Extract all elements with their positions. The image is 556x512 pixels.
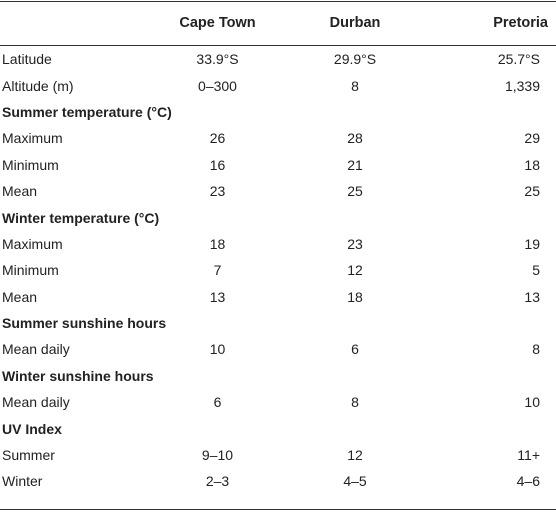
section-row: Summer temperature (°C): [0, 99, 556, 125]
table-row: Altitude (m) 0–300 8 1,339: [0, 72, 556, 98]
durban-value: 18: [347, 288, 363, 305]
cape-town-value: 26: [209, 130, 226, 147]
row-label: Mean: [2, 288, 38, 305]
pretoria-value: 29: [524, 130, 540, 147]
header-pretoria: Pretoria: [493, 15, 548, 31]
header-cape-town: Cape Town: [179, 15, 256, 31]
durban-value: 29.9°S: [333, 51, 377, 68]
bottom-rule: [0, 509, 556, 510]
pretoria-value: 11+: [517, 447, 540, 464]
row-label: Winter: [2, 473, 43, 490]
row-label: Minimum: [2, 156, 59, 173]
durban-value: 28: [347, 130, 363, 147]
durban-value: 8: [351, 394, 359, 411]
pretoria-value: 8: [532, 341, 540, 358]
table-row: Mean 23 25 25: [0, 178, 556, 204]
durban-value: 4–5: [343, 473, 367, 490]
row-label: Latitude: [2, 51, 52, 68]
durban-value: 12: [347, 447, 363, 464]
row-label: Altitude (m): [2, 77, 74, 94]
row-label: Maximum: [2, 235, 63, 252]
pretoria-value: 18: [524, 156, 540, 173]
durban-value: 21: [347, 156, 363, 173]
header-row: Cape Town Durban Pretoria: [0, 0, 556, 46]
section-heading: Summer temperature (°C): [2, 103, 172, 120]
cape-town-value: 16: [209, 156, 226, 173]
cape-town-value: 23: [209, 183, 226, 200]
table-row: Mean daily 6 8 10: [0, 389, 556, 415]
row-label: Mean: [2, 183, 38, 200]
durban-value: 6: [351, 341, 359, 358]
cape-town-value: 2–3: [205, 473, 230, 490]
table-row: Latitude 33.9°S 29.9°S 25.7°S: [0, 46, 556, 72]
cape-town-value: 9–10: [201, 447, 234, 464]
pretoria-value: 4–6: [516, 473, 540, 490]
header-durban: Durban: [329, 15, 381, 31]
row-label: Mean daily: [2, 394, 70, 411]
durban-value: 25: [347, 183, 363, 200]
cape-town-value: 6: [213, 394, 222, 411]
section-heading: Winter temperature (°C): [2, 209, 160, 226]
table-row: Mean daily 10 6 8: [0, 336, 556, 362]
cape-town-value: 0–300: [198, 77, 237, 94]
section-row: Winter sunshine hours: [0, 363, 556, 389]
table-row: Summer 9–10 12 11+: [0, 442, 556, 468]
row-label: Maximum: [2, 130, 63, 147]
pretoria-value: 25.7°S: [497, 51, 540, 68]
section-heading: Winter sunshine hours: [2, 367, 154, 384]
cape-town-value: 33.9°S: [196, 51, 239, 68]
section-row: Summer sunshine hours: [0, 310, 556, 336]
row-label: Minimum: [2, 262, 59, 279]
cape-town-value: 13: [209, 288, 226, 305]
section-heading: Summer sunshine hours: [2, 315, 167, 332]
cape-town-value: 18: [209, 235, 226, 252]
cape-town-value: 10: [209, 341, 226, 358]
table-row: Maximum 26 28 29: [0, 125, 556, 151]
table-row: Mean 13 18 13: [0, 284, 556, 310]
pretoria-value: 13: [524, 288, 540, 305]
section-heading: UV Index: [2, 420, 62, 437]
header-rule: [0, 45, 556, 46]
pretoria-value: 10: [524, 394, 540, 411]
climate-table: Cape Town Durban Pretoria Latitude 33.9°S…: [0, 0, 556, 495]
durban-value: 23: [347, 235, 363, 252]
header-label-cell: [0, 0, 160, 46]
table-body: Latitude 33.9°S 29.9°S 25.7°S Altitude (m) 0–…: [0, 46, 556, 495]
top-rule: [0, 1, 556, 2]
durban-value: 12: [347, 262, 363, 279]
section-row: Winter temperature (°C): [0, 204, 556, 230]
row-label: Mean daily: [2, 341, 70, 358]
pretoria-value: 19: [524, 235, 540, 252]
table-row: Minimum 16 21 18: [0, 152, 556, 178]
row-label: Summer: [2, 447, 55, 464]
pretoria-value: 1,339: [504, 77, 540, 94]
pretoria-value: 5: [532, 262, 540, 279]
table-row: Winter 2–3 4–5 4–6: [0, 468, 556, 494]
cape-town-value: 7: [213, 262, 222, 279]
pretoria-value: 25: [524, 183, 540, 200]
table-row: Maximum 18 23 19: [0, 231, 556, 257]
section-row: UV Index: [0, 415, 556, 441]
durban-value: 8: [351, 77, 359, 94]
table-row: Minimum 7 12 5: [0, 257, 556, 283]
